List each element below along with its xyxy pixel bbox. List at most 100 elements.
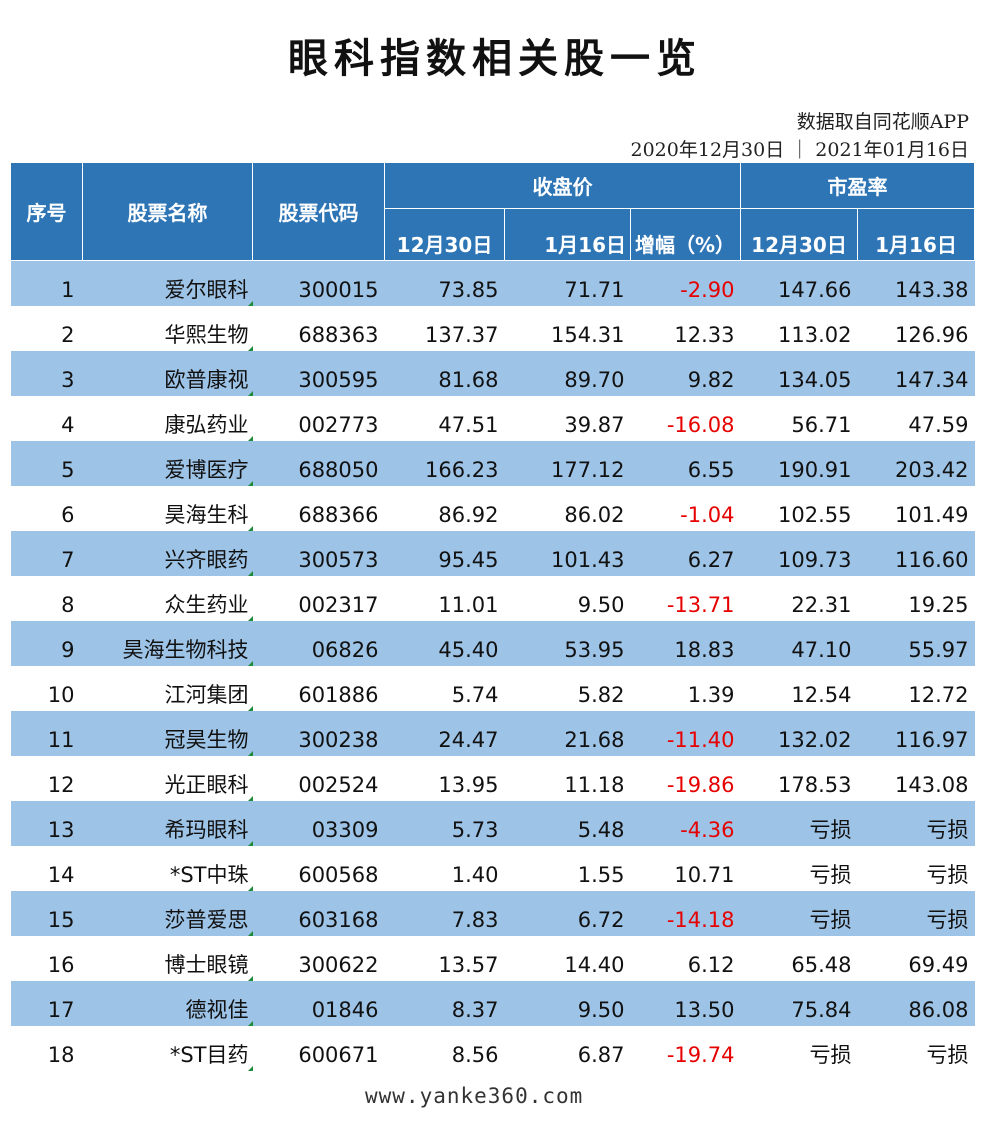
cell-change-pct: 9.82 — [630, 351, 741, 396]
cell-close-dec30: 86.92 — [384, 486, 505, 531]
cell-stock-name: 爱博医疗 — [82, 441, 253, 486]
cell-pe-dec30: 56.71 — [740, 396, 858, 441]
cell-close-dec30: 137.37 — [384, 306, 505, 351]
cell-seq: 12 — [10, 756, 83, 801]
cell-comment-marker — [247, 616, 253, 621]
cell-comment-marker — [247, 886, 253, 891]
cell-pe-dec30: 亏损 — [740, 891, 858, 936]
cell-seq: 4 — [10, 396, 83, 441]
header-change-pct: 增幅（%） — [629, 208, 742, 261]
cell-stock-name: 光正眼科 — [82, 756, 253, 801]
cell-change-pct: 6.55 — [630, 441, 741, 486]
cell-close-jan16: 5.48 — [504, 801, 631, 846]
cell-comment-marker — [247, 301, 253, 306]
cell-close-jan16: 11.18 — [504, 756, 631, 801]
stock-table-body: 1 爱尔眼科 300015 73.85 71.71 -2.90 147.66 143.38 2 华… — [10, 260, 975, 1071]
cell-comment-marker — [247, 706, 253, 711]
cell-change-pct: -11.40 — [630, 711, 741, 756]
cell-close-dec30: 81.68 — [384, 351, 505, 396]
cell-pe-jan16: 亏损 — [857, 846, 975, 891]
cell-change-pct: -16.08 — [630, 396, 741, 441]
table-row: 5 爱博医疗 688050 166.23 177.12 6.55 190.91 203.42 — [10, 441, 975, 486]
cell-pe-jan16: 69.49 — [857, 936, 975, 981]
cell-pe-jan16: 亏损 — [857, 891, 975, 936]
cell-comment-marker — [247, 571, 253, 576]
page-title: 眼科指数相关股一览 — [288, 35, 702, 82]
cell-close-jan16: 9.50 — [504, 981, 631, 1026]
cell-pe-dec30: 65.48 — [740, 936, 858, 981]
cell-stock-name: 兴齐眼药 — [82, 531, 253, 576]
cell-stock-code: 603168 — [252, 891, 385, 936]
cell-close-jan16: 101.43 — [504, 531, 631, 576]
table-row: 9 昊海生物科技 06826 45.40 53.95 18.83 47.10 55.97 — [10, 621, 975, 666]
cell-stock-name: 昊海生科 — [82, 486, 253, 531]
cell-change-pct: 6.12 — [630, 936, 741, 981]
cell-close-dec30: 95.45 — [384, 531, 505, 576]
table-row: 13 希玛眼科 03309 5.73 5.48 -4.36 亏损 亏损 — [10, 801, 975, 846]
cell-close-dec30: 24.47 — [384, 711, 505, 756]
cell-pe-dec30: 178.53 — [740, 756, 858, 801]
cell-close-dec30: 8.56 — [384, 1026, 505, 1071]
header-close-price: 收盘价 — [383, 162, 742, 209]
cell-change-pct: -14.18 — [630, 891, 741, 936]
cell-pe-jan16: 101.49 — [857, 486, 975, 531]
cell-close-jan16: 6.72 — [504, 891, 631, 936]
header-seq: 序号 — [10, 162, 83, 261]
table-row: 15 莎普爱思 603168 7.83 6.72 -14.18 亏损 亏损 — [10, 891, 975, 936]
cell-pe-dec30: 47.10 — [740, 621, 858, 666]
cell-pe-jan16: 147.34 — [857, 351, 975, 396]
table-row: 12 光正眼科 002524 13.95 11.18 -19.86 178.53 143.08 — [10, 756, 975, 801]
cell-pe-dec30: 134.05 — [740, 351, 858, 396]
cell-pe-jan16: 亏损 — [857, 801, 975, 846]
cell-pe-dec30: 亏损 — [740, 1026, 858, 1071]
cell-close-dec30: 7.83 — [384, 891, 505, 936]
cell-close-jan16: 39.87 — [504, 396, 631, 441]
cell-stock-code: 600671 — [252, 1026, 385, 1071]
cell-comment-marker — [247, 526, 253, 531]
cell-stock-code: 300015 — [252, 260, 385, 306]
cell-comment-marker — [247, 661, 253, 666]
cell-close-dec30: 166.23 — [384, 441, 505, 486]
cell-close-dec30: 11.01 — [384, 576, 505, 621]
cell-comment-marker — [247, 751, 253, 756]
cell-change-pct: -13.71 — [630, 576, 741, 621]
cell-pe-dec30: 12.54 — [740, 666, 858, 711]
cell-close-dec30: 13.57 — [384, 936, 505, 981]
cell-stock-name: 欧普康视 — [82, 351, 253, 396]
data-source-note: 数据取自同花顺APP — [796, 111, 969, 133]
cell-close-dec30: 5.73 — [384, 801, 505, 846]
cell-seq: 7 — [10, 531, 83, 576]
cell-pe-dec30: 147.66 — [740, 260, 858, 306]
cell-pe-jan16: 55.97 — [857, 621, 975, 666]
cell-seq: 11 — [10, 711, 83, 756]
cell-stock-code: 688050 — [252, 441, 385, 486]
cell-comment-marker — [247, 976, 253, 981]
cell-seq: 8 — [10, 576, 83, 621]
cell-stock-name: 众生药业 — [82, 576, 253, 621]
cell-comment-marker — [247, 436, 253, 441]
cell-change-pct: -1.04 — [630, 486, 741, 531]
cell-close-jan16: 53.95 — [504, 621, 631, 666]
cell-seq: 3 — [10, 351, 83, 396]
cell-pe-jan16: 126.96 — [857, 306, 975, 351]
cell-close-dec30: 13.95 — [384, 756, 505, 801]
cell-pe-dec30: 亏损 — [740, 801, 858, 846]
cell-pe-jan16: 116.60 — [857, 531, 975, 576]
table-row: 6 昊海生科 688366 86.92 86.02 -1.04 102.55 101.49 — [10, 486, 975, 531]
table-row: 11 冠昊生物 300238 24.47 21.68 -11.40 132.02 116.97 — [10, 711, 975, 756]
cell-pe-jan16: 12.72 — [857, 666, 975, 711]
cell-change-pct: -19.86 — [630, 756, 741, 801]
cell-change-pct: -2.90 — [630, 260, 741, 306]
cell-pe-dec30: 22.31 — [740, 576, 858, 621]
cell-close-jan16: 89.70 — [504, 351, 631, 396]
cell-stock-code: 300622 — [252, 936, 385, 981]
cell-comment-marker — [247, 346, 253, 351]
cell-close-jan16: 14.40 — [504, 936, 631, 981]
cell-close-jan16: 1.55 — [504, 846, 631, 891]
cell-close-dec30: 5.74 — [384, 666, 505, 711]
date-range-note: 2020年12月30日 ｜ 2021年01月16日 — [630, 139, 970, 161]
header-pe-dec30: 12月30日 — [740, 208, 859, 261]
table-row: 4 康弘药业 002773 47.51 39.87 -16.08 56.71 47.59 — [10, 396, 975, 441]
table-row: 17 德视佳 01846 8.37 9.50 13.50 75.84 86.08 — [10, 981, 975, 1026]
cell-stock-code: 300595 — [252, 351, 385, 396]
